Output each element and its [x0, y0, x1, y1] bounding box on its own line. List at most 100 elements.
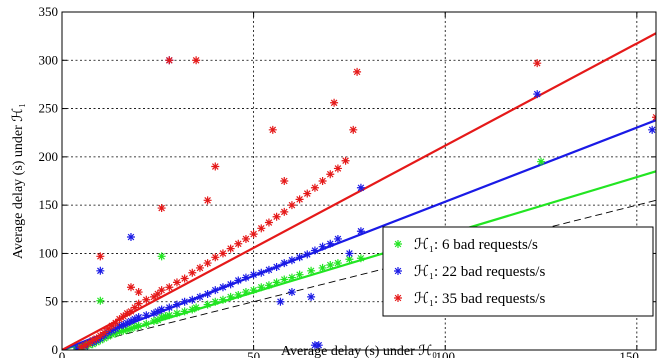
data-point: [318, 177, 327, 185]
data-point: [161, 312, 170, 321]
data-point: [330, 98, 339, 107]
data-point: [356, 254, 365, 263]
y-tick-label: 100: [39, 245, 59, 260]
y-tick-label: 150: [39, 197, 59, 212]
y-tick-label: 0: [52, 342, 59, 357]
data-point: [149, 317, 158, 326]
data-point: [203, 300, 212, 309]
x-tick-label: 100: [435, 349, 455, 358]
data-point: [126, 233, 135, 242]
data-point: [126, 324, 135, 333]
data-point: [111, 324, 120, 333]
data-point: [153, 316, 162, 325]
data-point: [119, 320, 128, 329]
data-point: [241, 273, 250, 282]
data-point: [226, 244, 235, 253]
axis-ticks: 0 50 100 150 0 50 100 150 200 250 300 350: [39, 4, 656, 358]
x-axis-label: Average delay (s) under ℋ₀: [281, 344, 437, 358]
data-point: [88, 336, 97, 345]
data-point: [153, 289, 162, 298]
data-point: [287, 273, 296, 282]
data-point: [295, 270, 304, 279]
data-point: [126, 283, 135, 292]
data-point: [287, 288, 296, 297]
y-axis-label: Average delay (s) under ℋ₁: [11, 103, 26, 259]
data-point: [111, 329, 120, 338]
data-point: [92, 334, 101, 343]
data-point: [165, 283, 174, 292]
data-point: [126, 307, 135, 316]
data-point: [280, 177, 289, 185]
data-point: [149, 309, 158, 318]
data-point: [272, 212, 281, 221]
reference-line: [62, 199, 656, 350]
legend-box: [382, 226, 654, 317]
data-point: [203, 289, 212, 298]
data-point: [180, 307, 189, 316]
legend-entry-6: ℋ₁: 6 bad requests/s: [414, 237, 538, 253]
data-point: [353, 67, 362, 76]
reference-line-layer: [62, 199, 656, 350]
data-point: [318, 263, 327, 272]
legend-marker: [394, 294, 402, 302]
y-tick-label: 300: [39, 52, 59, 67]
data-point: [307, 266, 316, 275]
x-tick-label: 150: [619, 349, 639, 358]
data-point: [257, 283, 266, 292]
data-point: [295, 253, 304, 262]
legend-entry-22: ℋ₁: 22 bad requests/s: [414, 264, 545, 280]
data-point: [326, 239, 335, 248]
data-point: [211, 253, 220, 262]
data-point: [226, 280, 235, 289]
data-point: [172, 309, 181, 318]
data-point: [280, 275, 289, 284]
data-point: [249, 286, 258, 295]
data-point: [264, 281, 273, 290]
data-point: [172, 300, 181, 309]
data-point: [356, 227, 365, 236]
data-point: [272, 278, 281, 287]
data-point: [310, 183, 319, 192]
x-tick-label: 0: [59, 349, 66, 358]
data-point: [80, 341, 89, 350]
data-point: [345, 255, 354, 264]
data-point: [310, 246, 319, 255]
data-point: [96, 252, 105, 261]
data-point: [272, 262, 281, 271]
data-point: [249, 230, 258, 239]
data-point: [218, 249, 227, 258]
data-point: [264, 218, 273, 227]
data-point: [180, 274, 189, 283]
data-point: [84, 339, 93, 348]
data-point: [234, 290, 243, 299]
legend-marker: [394, 240, 402, 248]
data-point: [318, 242, 327, 251]
legend: ℋ₁: 6 bad requests/s ℋ₁: 22 bad requests…: [382, 226, 654, 317]
data-point: [119, 326, 128, 335]
y-tick-label: 350: [39, 4, 59, 19]
data-point: [157, 313, 166, 322]
data-point: [345, 249, 354, 258]
data-point: [100, 328, 109, 337]
data-point: [103, 324, 112, 333]
data-point: [119, 312, 128, 321]
data-point: [142, 311, 151, 320]
data-point: [226, 292, 235, 301]
y-tick-label: 200: [39, 149, 59, 164]
data-point: [157, 286, 166, 295]
data-point: [533, 59, 542, 68]
data-point: [333, 164, 342, 173]
fit-line: [62, 32, 656, 350]
data-point: [276, 297, 285, 306]
data-point: [157, 305, 166, 314]
data-point: [192, 56, 201, 65]
data-point: [356, 183, 365, 192]
data-point: [149, 292, 158, 301]
data-point: [96, 296, 105, 305]
data-point: [203, 259, 212, 268]
data-point: [96, 266, 105, 275]
data-point: [172, 278, 181, 287]
legend-entry-35: ℋ₁: 35 bad requests/s: [414, 291, 545, 307]
data-point: [188, 295, 197, 304]
data-point: [165, 311, 174, 320]
